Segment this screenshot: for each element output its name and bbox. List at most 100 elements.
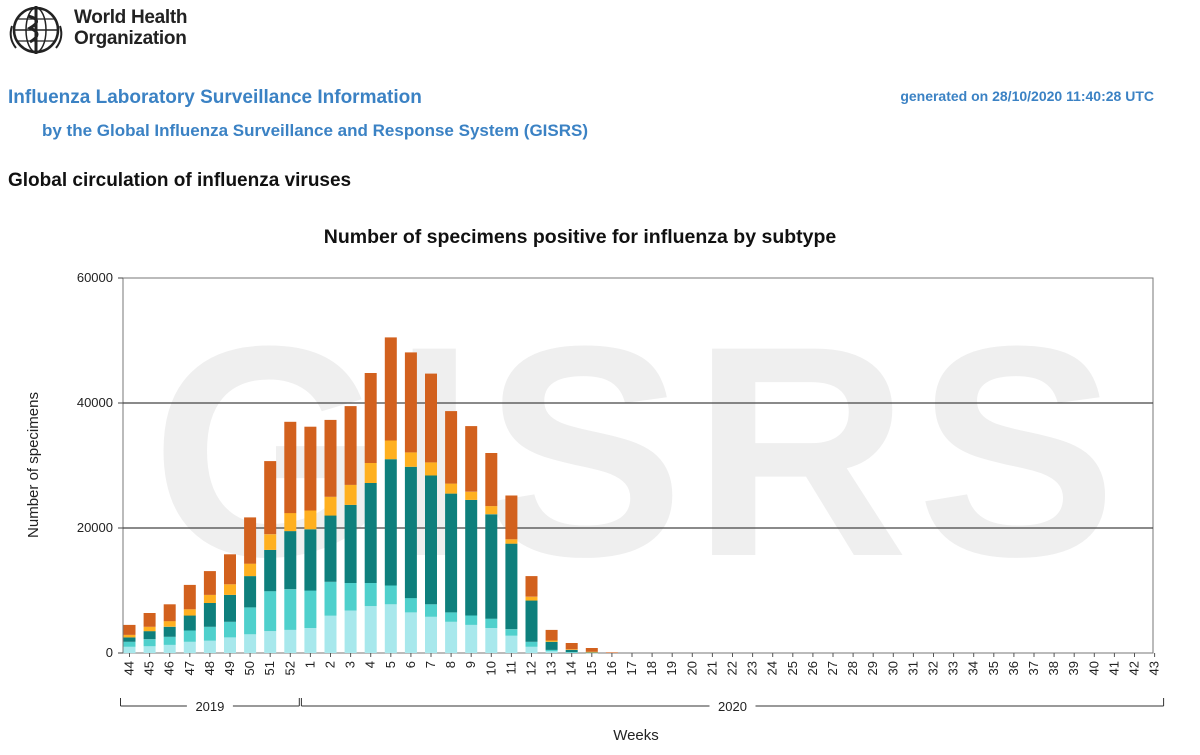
bar-segment-week-9-series-4 bbox=[465, 491, 478, 500]
org-name-line2: Organization bbox=[74, 28, 187, 49]
x-tick-label: 51 bbox=[262, 661, 277, 675]
bar-segment-week-14-series-5 bbox=[565, 643, 578, 650]
x-tick-label: 27 bbox=[825, 661, 840, 675]
org-name: World Health Organization bbox=[74, 7, 188, 49]
bar-segment-week-50-series-5 bbox=[244, 517, 257, 564]
x-axis-label: Weeks bbox=[613, 727, 659, 744]
bar-segment-week-47-series-2 bbox=[183, 630, 196, 642]
bar-segment-week-8-series-5 bbox=[445, 411, 458, 484]
y-axis-ticks: 0 20000 40000 60000 bbox=[77, 270, 123, 660]
x-tick-label: 15 bbox=[584, 661, 599, 675]
who-emblem-icon bbox=[9, 6, 63, 54]
bar-segment-week-45-series-1 bbox=[143, 646, 156, 653]
bar-segment-week-11-series-1 bbox=[505, 635, 518, 653]
year-label: 2019 bbox=[195, 699, 224, 714]
bar-segment-week-50-series-3 bbox=[244, 576, 257, 608]
bar-segment-week-6-series-4 bbox=[404, 452, 417, 467]
x-tick-label: 7 bbox=[423, 661, 438, 668]
bar-segment-week-13-series-3 bbox=[545, 641, 558, 650]
bar-segment-week-14-series-4 bbox=[565, 649, 578, 650]
x-tick-label: 18 bbox=[644, 661, 659, 675]
bar-segment-week-10-series-5 bbox=[485, 453, 498, 507]
bar-segment-week-5-series-4 bbox=[384, 440, 397, 460]
gisrs-watermark: GISRS bbox=[151, 283, 1125, 619]
x-tick-label: 26 bbox=[805, 661, 820, 675]
bar-segment-week-10-series-1 bbox=[485, 628, 498, 653]
bar-segment-week-15-series-4 bbox=[585, 651, 598, 653]
x-tick-label: 49 bbox=[222, 661, 237, 675]
x-tick-label: 3 bbox=[343, 661, 358, 668]
x-tick-label: 41 bbox=[1106, 661, 1121, 675]
y-tick-label: 20000 bbox=[77, 520, 113, 535]
bar-segment-week-50-series-2 bbox=[244, 607, 257, 635]
bar-segment-week-49-series-2 bbox=[224, 621, 236, 638]
bar-segment-week-12-series-2 bbox=[525, 641, 538, 647]
bar-segment-week-48-series-2 bbox=[203, 626, 216, 641]
bar-segment-week-12-series-4 bbox=[525, 596, 538, 601]
bar-segment-week-46-series-4 bbox=[163, 621, 176, 627]
bar-segment-week-11-series-2 bbox=[505, 629, 518, 636]
bar-segment-week-7-series-2 bbox=[425, 604, 437, 617]
bar-segment-week-7-series-1 bbox=[425, 616, 437, 654]
org-name-line1: World Health bbox=[74, 7, 188, 28]
x-tick-label: 50 bbox=[242, 661, 257, 675]
x-tick-label: 6 bbox=[403, 661, 418, 668]
bar-segment-week-6-series-5 bbox=[404, 352, 417, 453]
bar-segment-week-48-series-5 bbox=[203, 571, 216, 595]
bar-segment-week-46-series-1 bbox=[163, 644, 176, 653]
bar-segment-week-4-series-5 bbox=[364, 373, 377, 463]
x-tick-label: 35 bbox=[986, 661, 1001, 675]
x-tick-label: 29 bbox=[865, 661, 880, 675]
bar-segment-week-44-series-4 bbox=[123, 634, 136, 638]
bar-segment-week-4-series-4 bbox=[364, 463, 377, 483]
bar-segment-week-11-series-5 bbox=[505, 495, 518, 540]
bar-segment-week-14-series-3 bbox=[565, 649, 578, 653]
x-tick-label: 42 bbox=[1127, 661, 1142, 675]
bar-segment-week-2-series-1 bbox=[324, 615, 337, 653]
bar-segment-week-1-series-3 bbox=[304, 529, 317, 591]
bar-segment-week-51-series-1 bbox=[264, 631, 277, 653]
bar-segment-week-12-series-3 bbox=[525, 600, 538, 642]
bar-segment-week-7-series-3 bbox=[425, 475, 437, 605]
bar-segment-week-9-series-1 bbox=[465, 624, 478, 653]
x-tick-label: 40 bbox=[1086, 661, 1101, 675]
x-tick-label: 24 bbox=[765, 661, 780, 675]
year-groups: 2019 2020 bbox=[120, 698, 1165, 714]
bar-segment-week-45-series-5 bbox=[143, 613, 156, 627]
x-tick-label: 23 bbox=[745, 661, 760, 675]
bar-segment-week-3-series-5 bbox=[344, 406, 357, 485]
x-tick-label: 1 bbox=[302, 661, 317, 668]
bar-segment-week-9-series-5 bbox=[465, 426, 478, 492]
y-axis-label: Number of specimens bbox=[25, 392, 42, 538]
bar-segment-week-2-series-4 bbox=[324, 496, 337, 516]
bar-segment-week-8-series-1 bbox=[445, 621, 458, 654]
x-tick-label: 20 bbox=[684, 661, 699, 675]
generated-timestamp: generated on 28/10/2020 11:40:28 UTC bbox=[900, 88, 1154, 104]
bar-segment-week-12-series-1 bbox=[525, 646, 538, 654]
bars bbox=[123, 337, 618, 654]
bar-segment-week-47-series-4 bbox=[183, 609, 196, 616]
bar-segment-week-4-series-3 bbox=[364, 483, 377, 583]
bar-segment-week-44-series-5 bbox=[123, 624, 136, 635]
bar-segment-week-16-series-5 bbox=[605, 652, 618, 653]
bar-segment-week-51-series-3 bbox=[264, 549, 277, 592]
x-tick-label: 22 bbox=[725, 661, 740, 675]
bar-segment-week-7-series-5 bbox=[425, 373, 437, 463]
bar-segment-week-1-series-5 bbox=[304, 426, 317, 511]
stacked-bar-chart: Number of specimens positive for influen… bbox=[25, 226, 1165, 744]
bar-segment-week-5-series-1 bbox=[384, 604, 397, 654]
bar-segment-week-8-series-2 bbox=[445, 612, 458, 622]
page-title: Influenza Laboratory Surveillance Inform… bbox=[8, 87, 422, 108]
bar-segment-week-5-series-5 bbox=[384, 337, 397, 441]
x-tick-label: 17 bbox=[624, 661, 639, 675]
x-tick-label: 37 bbox=[1026, 661, 1041, 675]
x-tick-label: 8 bbox=[443, 661, 458, 668]
x-tick-label: 2 bbox=[323, 661, 338, 668]
bar-segment-week-4-series-1 bbox=[364, 606, 377, 653]
bar-segment-week-50-series-1 bbox=[244, 634, 257, 654]
bar-segment-week-2-series-2 bbox=[324, 581, 337, 616]
bar-segment-week-13-series-1 bbox=[545, 651, 558, 653]
bar-segment-week-51-series-5 bbox=[264, 461, 277, 535]
x-tick-label: 28 bbox=[845, 661, 860, 675]
bar-segment-week-7-series-4 bbox=[425, 462, 437, 476]
